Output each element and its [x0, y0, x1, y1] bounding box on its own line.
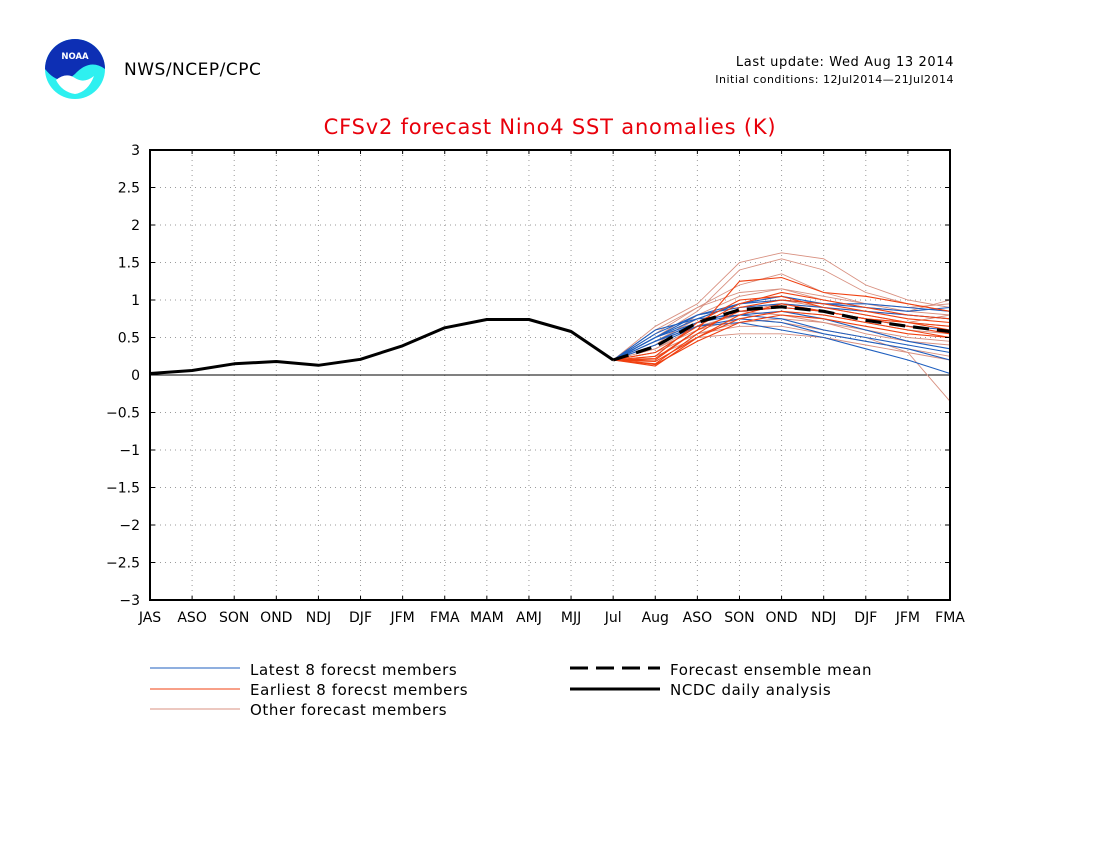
x-tick-labels: JAS ASO SON OND NDJ DJF JFM FMA MAM AMJ MJJ Jul Aug A… [138, 610, 965, 626]
y-tick-label: −2 [119, 518, 140, 534]
y-tick-label: 2 [131, 218, 140, 234]
x-tick-label: SON [724, 610, 754, 626]
legend-label-latest: Latest 8 forecst members [250, 661, 457, 679]
series-earliest-member-6 [613, 310, 951, 363]
x-tick-label: SON [219, 610, 249, 626]
y-tick-label: 3 [131, 143, 140, 159]
initial-conditions: Initial conditions: 12Jul2014—21Jul2014 [715, 73, 954, 86]
legend-label-earliest: Earliest 8 forecst members [250, 681, 468, 699]
series-latest-member-7 [612, 321, 951, 375]
y-tick-label: 1.5 [118, 256, 140, 272]
y-tick-label: −0.5 [106, 406, 140, 422]
series-latest-member-6 [612, 314, 951, 361]
noaa-logo: NOAA [45, 39, 105, 99]
x-tick-label: ASO [683, 610, 712, 626]
x-tick-label: Aug [642, 610, 669, 626]
logo-text: NOAA [61, 52, 89, 62]
x-tick-label: DJF [349, 610, 372, 626]
series-other-member-10 [612, 288, 951, 361]
series-earliest-member-3 [613, 295, 951, 361]
x-tick-label: Jul [604, 610, 622, 626]
x-tick-label: JAS [138, 610, 161, 626]
series-ensemble-mean [612, 305, 951, 362]
x-tick-label: OND [260, 610, 292, 626]
x-tick-label: DJF [854, 610, 877, 626]
y-tick-label: −1.5 [106, 481, 140, 497]
y-tick-label: −1 [119, 443, 140, 459]
x-tick-label: NDJ [811, 610, 836, 626]
last-update: Last update: Wed Aug 13 2014 [735, 55, 954, 70]
legend-label-mean: Forecast ensemble mean [670, 661, 872, 679]
legend-label-analysis: NCDC daily analysis [670, 681, 831, 699]
x-tick-label: JFM [389, 610, 414, 626]
series-ncdc-analysis [149, 318, 615, 375]
x-tick-label: AMJ [516, 610, 542, 626]
y-tick-label: 1 [131, 293, 140, 309]
chart-title: CFSv2 forecast Nino4 SST anomalies (K) [323, 115, 777, 139]
x-tick-label: JFM [895, 610, 920, 626]
legend: Latest 8 forecst members Earliest 8 fore… [150, 661, 872, 719]
y-tick-label: −3 [119, 593, 140, 609]
y-tick-label: 2.5 [118, 181, 140, 197]
series-layer [149, 252, 951, 402]
x-tick-label: ASO [177, 610, 206, 626]
org-label: NWS/NCEP/CPC [124, 60, 262, 80]
legend-label-other: Other forecast members [250, 701, 447, 719]
y-tick-label: 0 [131, 368, 140, 384]
x-tick-label: FMA [430, 610, 460, 626]
y-tick-label: −2.5 [106, 556, 140, 572]
series-earliest-member-1 [613, 276, 951, 361]
series-earliest-member-8 [613, 314, 951, 366]
y-tick-labels: 3 2.5 2 1.5 1 0.5 0 −0.5 −1 −1.5 −2 −2.5 −3 [106, 143, 140, 609]
x-tick-label: MAM [470, 610, 504, 626]
x-tick-label: MJJ [561, 610, 581, 626]
y-tick-label: 0.5 [118, 331, 140, 347]
plot-frame [149, 149, 951, 601]
series-earliest-member-5 [613, 291, 951, 361]
series-other-member-1 [612, 252, 951, 361]
x-tick-label: NDJ [306, 610, 331, 626]
x-tick-label: FMA [935, 610, 965, 626]
x-tick-label: OND [765, 610, 797, 626]
series-other-member-2 [612, 258, 951, 361]
